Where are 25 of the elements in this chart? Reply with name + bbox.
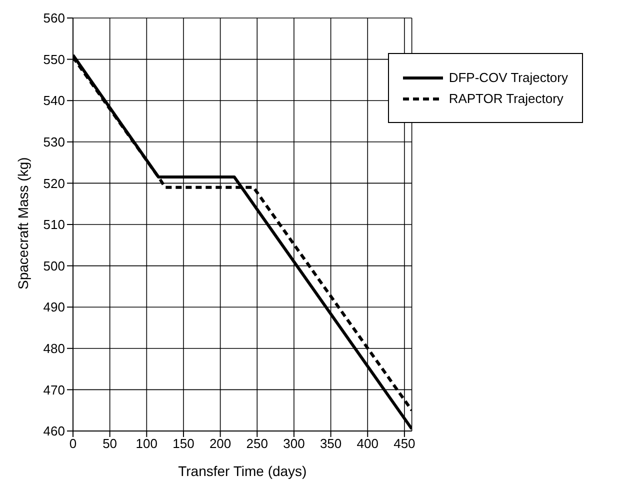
y-tick-label: 520 [43, 176, 65, 191]
y-tick-label: 480 [43, 341, 65, 356]
y-tick-label: 490 [43, 300, 65, 315]
x-tick-label: 0 [69, 436, 77, 452]
x-tick-label: 100 [136, 436, 158, 452]
x-tick-label: 300 [283, 436, 305, 452]
x-tick-label: 150 [172, 436, 194, 452]
y-tick-label: 530 [43, 134, 65, 150]
legend-label: DFP-COV Trajectory [448, 70, 568, 85]
y-tick-label: 540 [43, 93, 65, 108]
x-tick-label: 450 [394, 436, 416, 452]
x-tick-label: 400 [356, 436, 378, 452]
x-tick-label: 250 [246, 436, 268, 452]
y-tick-label: 460 [43, 424, 65, 439]
x-tick-label: 200 [209, 436, 232, 452]
x-tick-label: 350 [320, 436, 342, 452]
legend-label: RAPTOR Trajectory [448, 91, 564, 106]
x-tick-label: 50 [102, 436, 118, 452]
y-tick-label: 470 [43, 382, 65, 398]
y-tick-label: 500 [43, 258, 65, 274]
y-tick-label: 510 [43, 217, 65, 232]
y-axis-title: Spacecraft Mass (kg) [14, 157, 31, 290]
y-tick-label: 550 [43, 52, 65, 67]
x-axis-title: Transfer Time (days) [178, 463, 307, 479]
y-tick-label: 560 [43, 10, 65, 26]
